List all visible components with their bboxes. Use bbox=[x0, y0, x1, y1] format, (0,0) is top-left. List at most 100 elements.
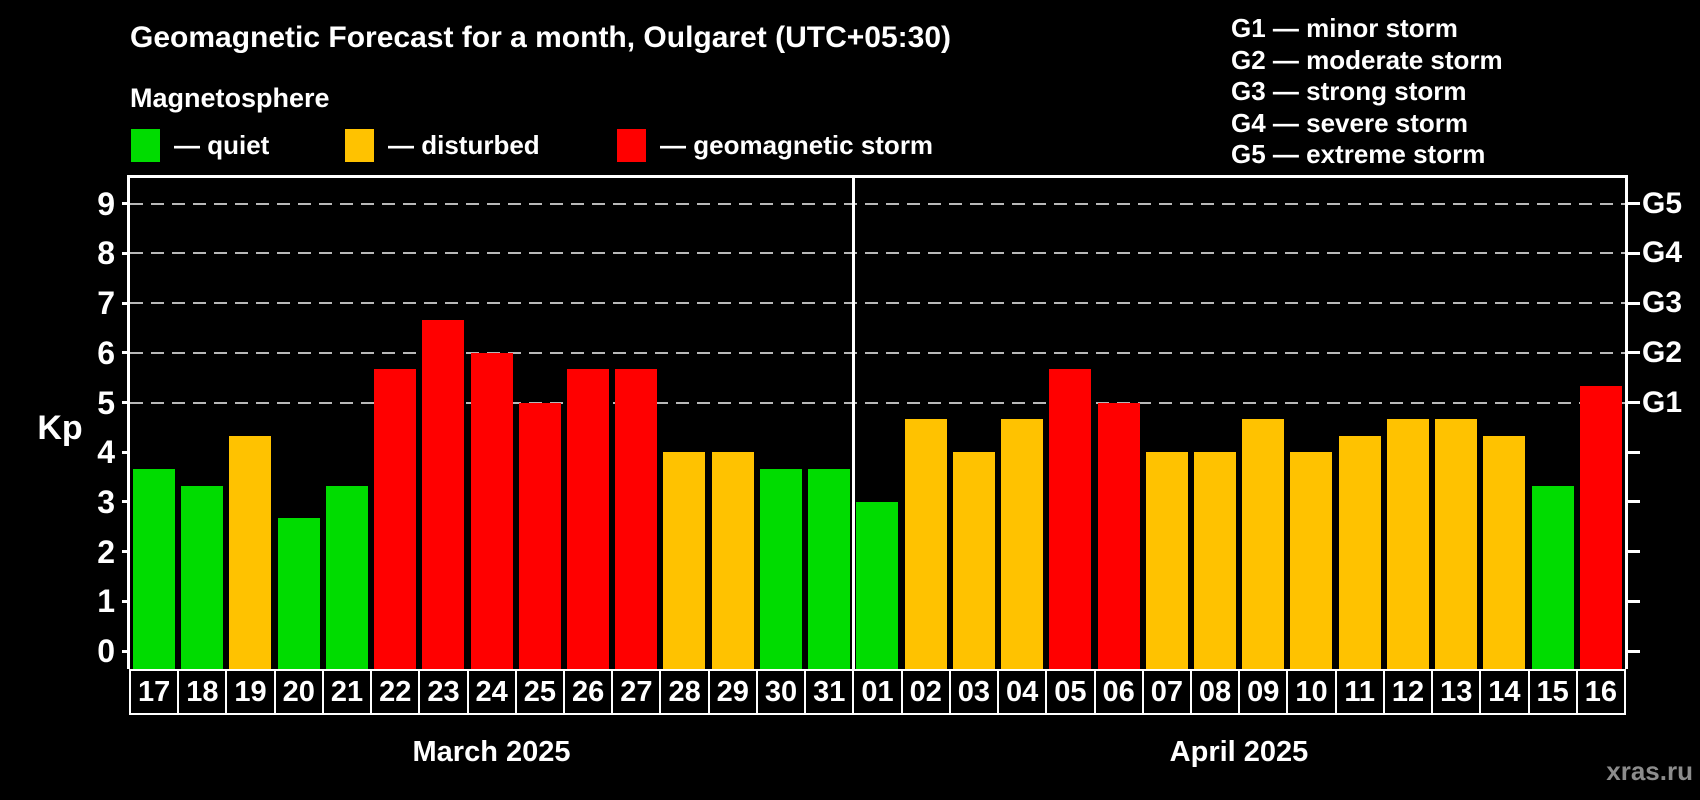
kp-bar bbox=[1290, 452, 1333, 669]
date-cell: 27 bbox=[611, 669, 662, 715]
kp-bar bbox=[1193, 452, 1236, 669]
y-axis-left-spine bbox=[127, 175, 130, 669]
legend-disturbed-label: — disturbed bbox=[388, 129, 540, 160]
date-cell: 19 bbox=[225, 669, 276, 715]
g-level-label-g4: G4 bbox=[1642, 236, 1683, 270]
y-tick-right-9 bbox=[1628, 202, 1640, 206]
y-tick-left-9 bbox=[122, 202, 130, 206]
kp-bar bbox=[1338, 435, 1381, 669]
month-label-april: April 2025 bbox=[1169, 736, 1309, 768]
date-cell: 11 bbox=[1334, 669, 1385, 715]
kp-bar bbox=[663, 452, 706, 669]
date-cell: 16 bbox=[1575, 669, 1626, 715]
date-cell: 02 bbox=[900, 669, 951, 715]
kp-bar bbox=[759, 468, 802, 669]
kp-bar bbox=[325, 485, 368, 669]
date-cell: 26 bbox=[563, 669, 614, 715]
plot-area: 0 1 2 3 4 5 G1 6 G2 7 G3 8 G4 9 G5 bbox=[97, 178, 1682, 669]
y-tick-left-1 bbox=[122, 599, 130, 603]
kp-bar bbox=[567, 369, 610, 669]
kp-bar bbox=[181, 485, 224, 669]
y-tick-right-5 bbox=[1628, 401, 1640, 404]
y-tick-label-0: 0 bbox=[97, 633, 115, 669]
date-cell: 13 bbox=[1431, 669, 1482, 715]
y-tick-right-2 bbox=[1628, 550, 1640, 554]
y-axis-right-spine bbox=[1625, 175, 1628, 669]
date-cell: 03 bbox=[948, 669, 1000, 715]
y-tick-label-7: 7 bbox=[97, 285, 115, 322]
y-tick-left-6 bbox=[122, 351, 130, 355]
date-cell: 17 bbox=[129, 669, 180, 715]
legend-quiet-label: — quiet bbox=[174, 129, 270, 160]
y-tick-label-8: 8 bbox=[97, 235, 115, 272]
gscale-line-g4: G4 — severe storm bbox=[1231, 107, 1469, 138]
plot-top-spine bbox=[127, 175, 1628, 178]
kp-bar bbox=[1001, 418, 1044, 669]
y-tick-label-6: 6 bbox=[97, 334, 115, 371]
y-axis-label: Kp bbox=[37, 409, 83, 447]
kp-bar bbox=[1435, 418, 1478, 669]
y-tick-left-0 bbox=[122, 649, 130, 653]
y-tick-left-7 bbox=[122, 301, 130, 305]
y-tick-right-0 bbox=[1628, 649, 1640, 653]
g-level-label-g5: G5 bbox=[1642, 186, 1683, 220]
month-divider bbox=[851, 178, 855, 669]
kp-bar bbox=[952, 452, 995, 669]
kp-bar bbox=[133, 468, 176, 669]
date-cell: 23 bbox=[418, 669, 469, 715]
date-cell: 15 bbox=[1527, 669, 1578, 715]
y-tick-right-7 bbox=[1628, 301, 1640, 305]
date-cell: 20 bbox=[273, 669, 324, 715]
date-cell: 24 bbox=[466, 669, 517, 715]
kp-bar bbox=[518, 402, 561, 669]
date-cell: 12 bbox=[1382, 669, 1434, 715]
kp-bar bbox=[904, 418, 947, 669]
kp-bar bbox=[422, 319, 465, 669]
date-cell: 29 bbox=[707, 669, 758, 715]
y-tick-left-5 bbox=[122, 401, 130, 404]
kp-bar bbox=[1049, 369, 1092, 669]
storm-color-swatch bbox=[617, 128, 646, 162]
kp-bar bbox=[229, 435, 272, 669]
kp-bar bbox=[856, 501, 899, 669]
y-tick-right-1 bbox=[1628, 599, 1640, 603]
y-tick-right-8 bbox=[1628, 251, 1640, 255]
kp-bar bbox=[1579, 386, 1622, 669]
date-cell: 05 bbox=[1045, 669, 1096, 715]
y-tick-label-1: 1 bbox=[97, 583, 115, 620]
gscale-line-g2: G2 — moderate storm bbox=[1231, 44, 1503, 75]
gscale-line-g5: G5 — extreme storm bbox=[1231, 139, 1486, 169]
date-cell: 14 bbox=[1479, 669, 1530, 715]
kp-bar bbox=[1242, 418, 1285, 669]
y-tick-right-4 bbox=[1628, 450, 1640, 454]
page-title: Geomagnetic Forecast for a month, Oulgar… bbox=[130, 21, 952, 54]
disturbed-color-swatch bbox=[345, 128, 374, 162]
y-tick-label-9: 9 bbox=[97, 185, 115, 222]
date-cell: 25 bbox=[514, 669, 566, 715]
gridline-kp6 bbox=[130, 351, 1625, 354]
date-cell: 08 bbox=[1189, 669, 1241, 715]
gscale-line-g3: G3 — strong storm bbox=[1231, 76, 1467, 106]
y-tick-left-3 bbox=[122, 500, 130, 504]
y-tick-label-4: 4 bbox=[97, 434, 115, 471]
legend-item-storm: — geomagnetic storm bbox=[617, 128, 933, 162]
date-cell: 22 bbox=[370, 669, 421, 715]
gridline-kp8 bbox=[130, 252, 1625, 255]
kp-bar bbox=[374, 369, 417, 669]
y-tick-label-5: 5 bbox=[97, 384, 115, 421]
date-cell: 04 bbox=[997, 669, 1048, 715]
legend-item-disturbed: — disturbed bbox=[345, 128, 540, 162]
kp-bar bbox=[1483, 435, 1526, 669]
quiet-color-swatch bbox=[131, 128, 160, 162]
legend-item-quiet: — quiet bbox=[131, 128, 269, 162]
y-tick-label-2: 2 bbox=[97, 533, 115, 570]
date-cell: 10 bbox=[1286, 669, 1337, 715]
y-tick-left-2 bbox=[122, 550, 130, 554]
kp-bar bbox=[615, 369, 658, 669]
gridline-kp9 bbox=[130, 202, 1625, 205]
month-label-march: March 2025 bbox=[412, 736, 571, 768]
gridline-kp5 bbox=[130, 401, 1625, 404]
kp-bar bbox=[1386, 418, 1429, 669]
date-cell: 18 bbox=[177, 669, 228, 715]
